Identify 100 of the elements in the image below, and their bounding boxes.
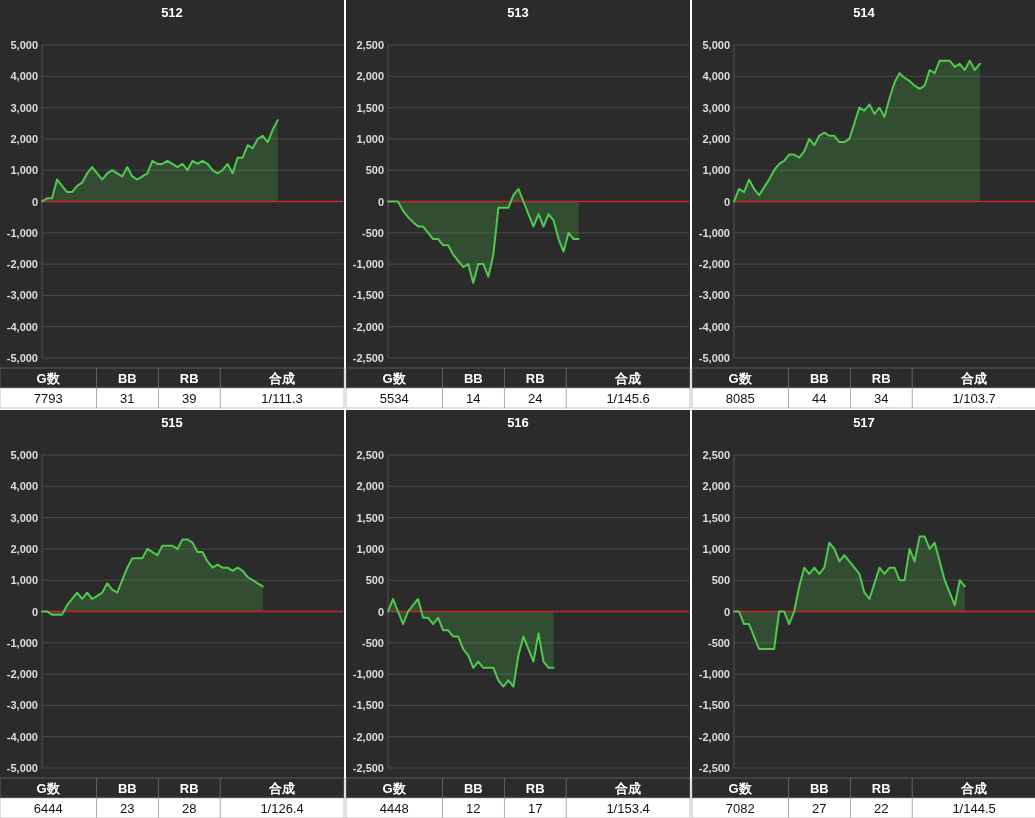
text: 12 bbox=[466, 801, 481, 816]
y-tick-label: -3,000 bbox=[6, 289, 38, 302]
text: 17 bbox=[527, 801, 543, 816]
text: BB bbox=[117, 371, 137, 386]
y-tick-label: 0 bbox=[723, 605, 730, 618]
text: 39 bbox=[181, 391, 197, 406]
y-tick-label: 0 bbox=[377, 605, 384, 618]
text: RB bbox=[871, 781, 891, 796]
text: RB bbox=[525, 781, 545, 796]
y-tick-label: 1,500 bbox=[356, 101, 384, 114]
text: 1/126.4 bbox=[260, 801, 304, 816]
y-tick-label: -2,000 bbox=[352, 320, 384, 333]
y-tick-label: -3,000 bbox=[698, 289, 730, 302]
text: 合成 bbox=[614, 371, 642, 386]
y-tick-label: -2,500 bbox=[698, 762, 730, 774]
y-tick-label: 5,000 bbox=[10, 449, 38, 461]
text: 1/145.6 bbox=[606, 391, 650, 406]
text: 23 bbox=[120, 801, 135, 816]
y-tick-label: 2,500 bbox=[356, 449, 384, 461]
y-tick-label: -2,000 bbox=[698, 730, 730, 743]
y-tick-label: 1,000 bbox=[702, 542, 730, 555]
text: BB bbox=[117, 781, 137, 796]
text: 44 bbox=[812, 391, 827, 406]
text: 合成 bbox=[960, 781, 988, 796]
y-tick-label: -2,000 bbox=[6, 258, 38, 271]
y-tick-label: -500 bbox=[361, 226, 384, 239]
y-tick-label: 2,000 bbox=[356, 70, 384, 83]
text: 22 bbox=[873, 801, 889, 816]
y-tick-label: 3,000 bbox=[10, 101, 38, 114]
text: 34 bbox=[873, 391, 889, 406]
text: 7082 bbox=[725, 801, 755, 816]
y-tick-label: 2,000 bbox=[10, 542, 38, 555]
text: RB bbox=[525, 371, 545, 386]
y-tick-label: -3,000 bbox=[6, 699, 38, 712]
text: 7793 bbox=[33, 391, 63, 406]
text: G数 bbox=[728, 371, 753, 386]
y-tick-label: 2,500 bbox=[356, 39, 384, 51]
y-tick-label: 1,500 bbox=[702, 511, 730, 524]
y-tick-label: 5,000 bbox=[10, 39, 38, 51]
y-tick-label: -2,000 bbox=[352, 730, 384, 743]
text: 1/111.3 bbox=[261, 391, 303, 406]
y-tick-label: -4,000 bbox=[698, 320, 730, 333]
text: 8085 bbox=[725, 391, 755, 406]
y-tick-label: -500 bbox=[361, 636, 384, 649]
text: 合成 bbox=[268, 781, 296, 796]
y-tick-label: 2,000 bbox=[702, 480, 730, 493]
text: 合成 bbox=[960, 371, 988, 386]
y-tick-label: 4,000 bbox=[10, 480, 38, 493]
y-tick-label: -5,000 bbox=[6, 762, 38, 774]
y-tick-label: 0 bbox=[31, 605, 38, 618]
text: BB bbox=[809, 371, 829, 386]
chart-title: 514 bbox=[853, 5, 876, 20]
y-tick-label: -1,000 bbox=[6, 636, 38, 649]
chart-title: 516 bbox=[507, 415, 529, 430]
text: 31 bbox=[120, 391, 135, 406]
y-tick-label: -5,000 bbox=[6, 352, 38, 364]
text: 27 bbox=[812, 801, 827, 816]
y-tick-label: -1,000 bbox=[352, 258, 384, 271]
y-tick-label: 3,000 bbox=[702, 101, 730, 114]
text: 24 bbox=[527, 391, 543, 406]
y-tick-label: 0 bbox=[31, 195, 38, 208]
chart-title: 512 bbox=[161, 5, 183, 20]
y-tick-label: 2,500 bbox=[702, 449, 730, 461]
y-tick-label: 0 bbox=[377, 195, 384, 208]
y-tick-label: 4,000 bbox=[702, 70, 730, 83]
text: 6444 bbox=[33, 801, 63, 816]
text: 1/153.4 bbox=[606, 801, 650, 816]
text: 14 bbox=[466, 391, 481, 406]
y-tick-label: -1,500 bbox=[698, 699, 730, 712]
y-tick-label: -1,000 bbox=[6, 226, 38, 239]
y-tick-label: 1,000 bbox=[702, 164, 730, 177]
y-tick-label: -1,000 bbox=[698, 226, 730, 239]
text: RB bbox=[179, 781, 199, 796]
y-tick-label: 500 bbox=[365, 574, 384, 587]
y-tick-label: 0 bbox=[723, 195, 730, 208]
y-tick-label: 1,000 bbox=[356, 132, 384, 145]
y-tick-label: 5,000 bbox=[702, 39, 730, 51]
y-tick-label: -4,000 bbox=[6, 320, 38, 333]
text: 1/144.5 bbox=[952, 801, 996, 816]
text: G数 bbox=[728, 781, 753, 796]
text: 28 bbox=[181, 801, 197, 816]
text: BB bbox=[463, 371, 483, 386]
y-tick-label: -1,500 bbox=[352, 699, 384, 712]
y-tick-label: 1,000 bbox=[10, 164, 38, 177]
y-tick-label: 2,000 bbox=[356, 480, 384, 493]
y-tick-label: 1,000 bbox=[10, 574, 38, 587]
y-tick-label: -2,000 bbox=[6, 668, 38, 681]
text: BB bbox=[809, 781, 829, 796]
y-tick-label: -2,500 bbox=[352, 762, 384, 774]
y-tick-label: -1,000 bbox=[352, 668, 384, 681]
text: BB bbox=[463, 781, 483, 796]
y-tick-label: -2,000 bbox=[698, 258, 730, 271]
y-tick-label: -4,000 bbox=[6, 730, 38, 743]
text: 合成 bbox=[268, 371, 296, 386]
y-tick-label: 4,000 bbox=[10, 70, 38, 83]
text: 合成 bbox=[614, 781, 642, 796]
y-tick-label: -1,500 bbox=[352, 289, 384, 302]
y-tick-label: 500 bbox=[711, 574, 730, 587]
text: 4448 bbox=[379, 801, 409, 816]
chart-title: 517 bbox=[853, 415, 875, 430]
